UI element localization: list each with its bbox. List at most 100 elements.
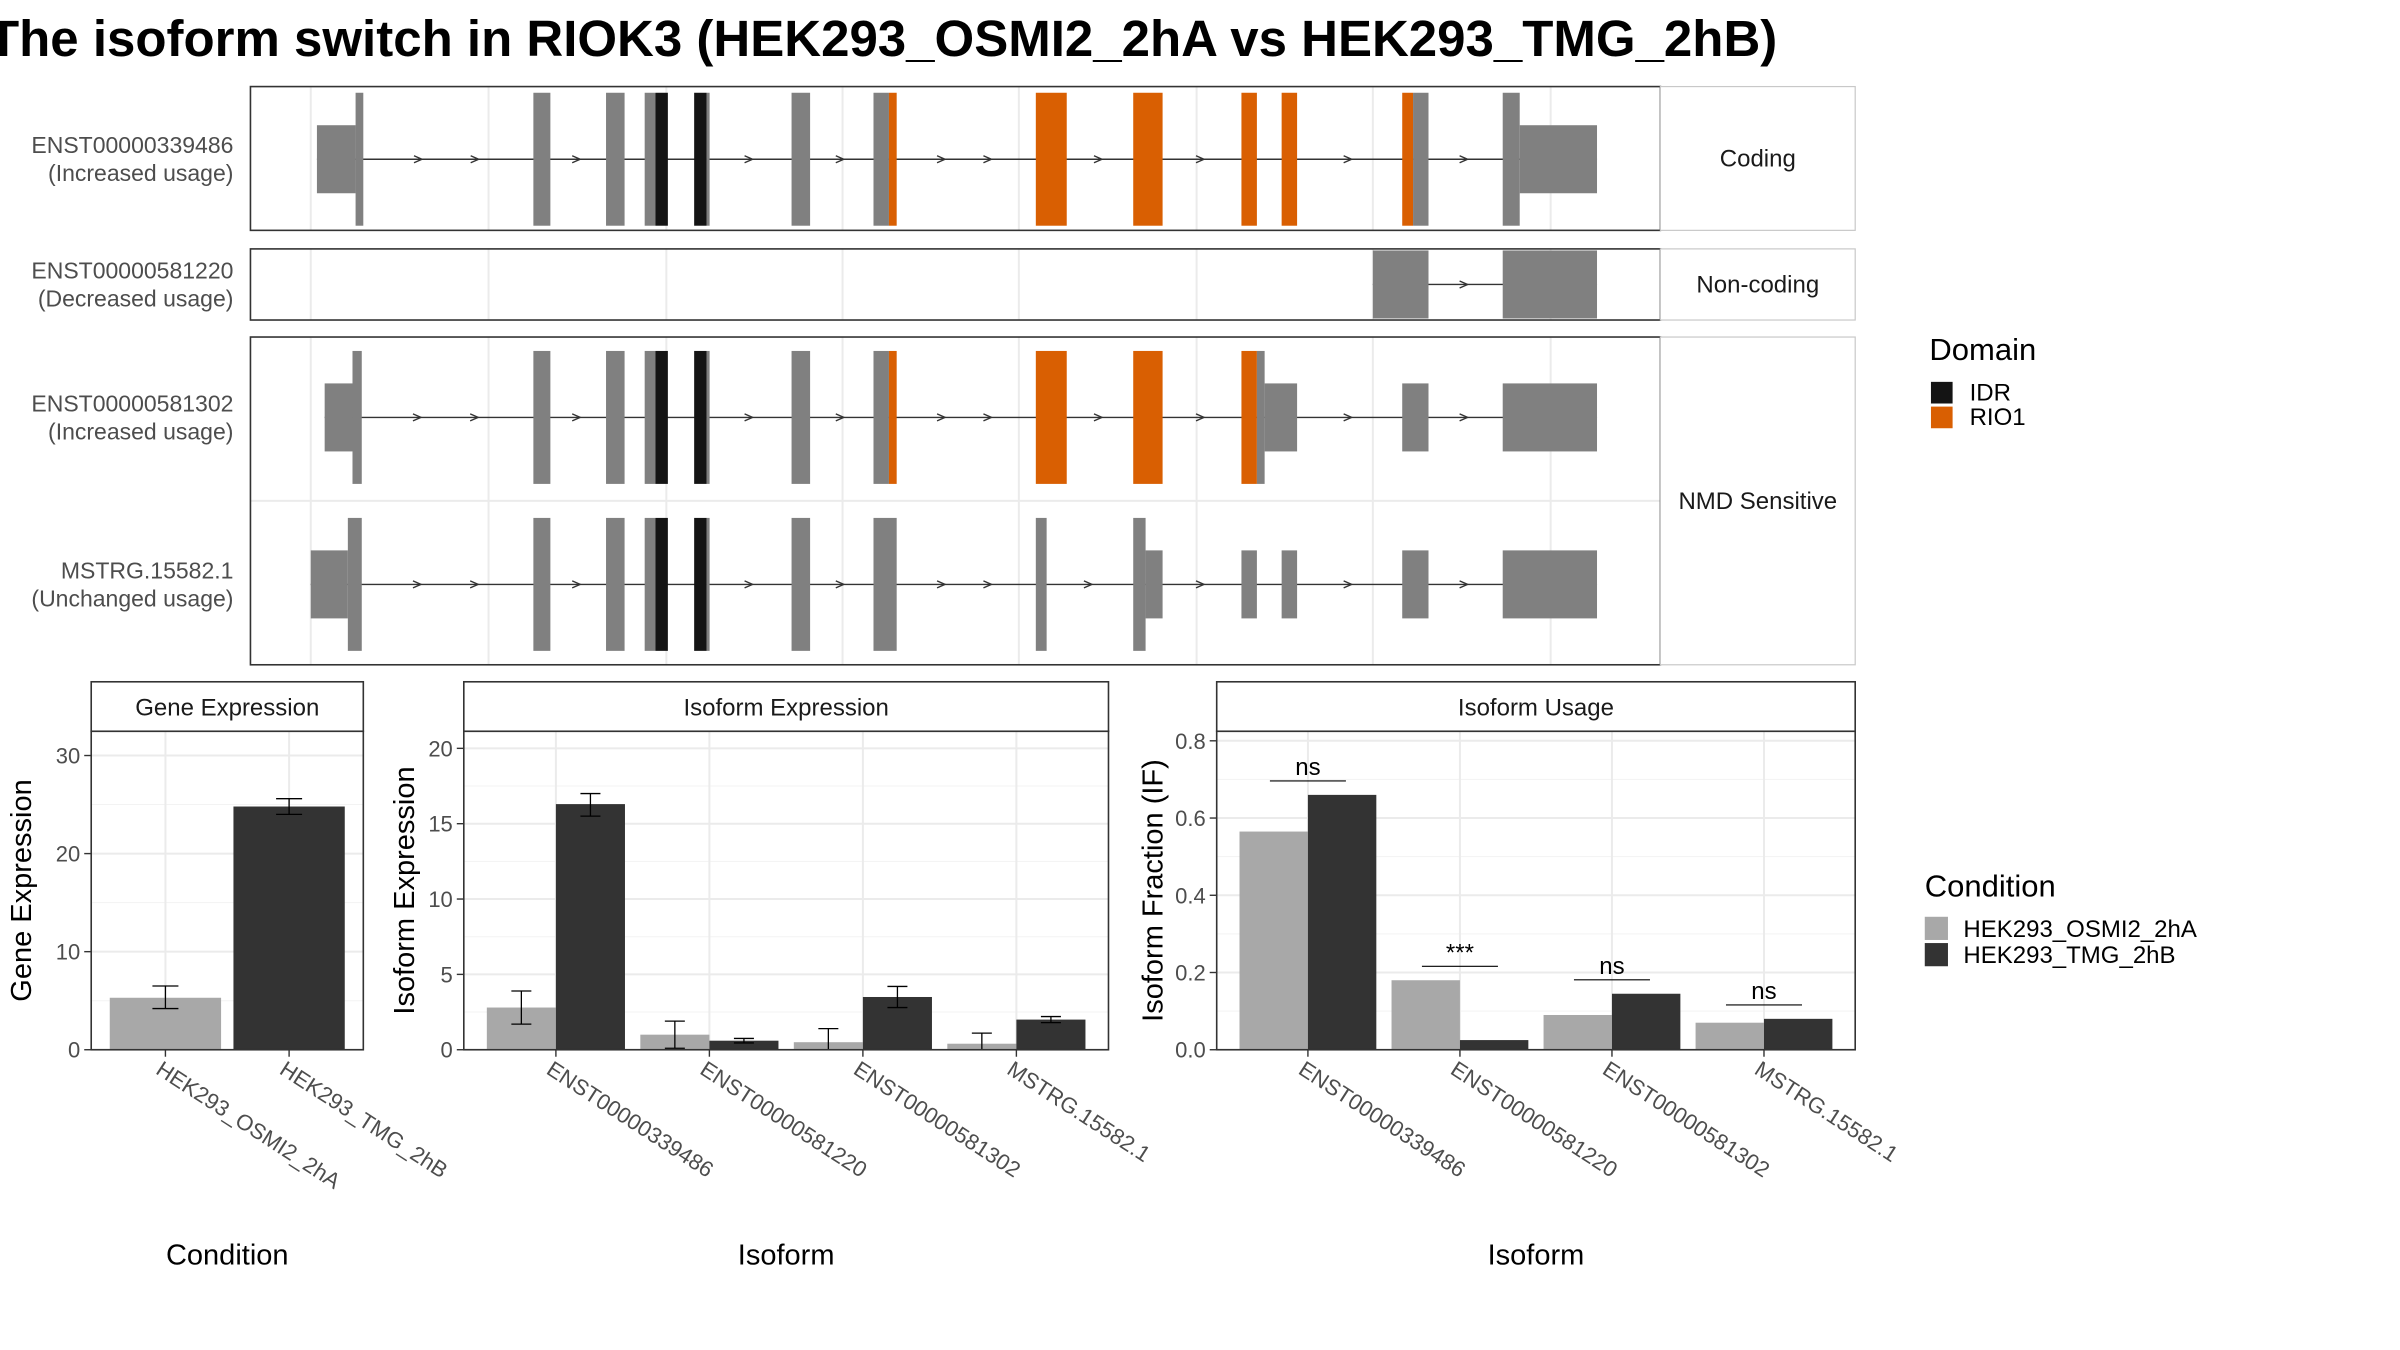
idr-domain bbox=[655, 517, 668, 651]
exon bbox=[1241, 550, 1257, 619]
rio1-domain bbox=[1241, 92, 1257, 226]
facet-strip-label: Coding bbox=[1720, 145, 1796, 172]
chart-strip bbox=[90, 680, 365, 733]
x-tick-label: ENST00000581220 bbox=[696, 1056, 872, 1182]
intron-arrow bbox=[1083, 580, 1094, 589]
intron-arrow bbox=[571, 580, 582, 589]
exon bbox=[1402, 383, 1429, 452]
intron-arrow bbox=[1093, 155, 1104, 164]
facet-strip bbox=[1659, 336, 1856, 666]
y-tick-label: 0.2 bbox=[1175, 961, 1206, 986]
rio1-domain bbox=[888, 350, 897, 484]
exon bbox=[873, 350, 889, 484]
rio1-domain bbox=[1133, 350, 1163, 484]
transcript-structure-panel: ENST00000339486(Increased usage)CodingEN… bbox=[31, 85, 1856, 666]
intron-arrow bbox=[1195, 580, 1206, 589]
intron-arrow bbox=[835, 413, 846, 422]
x-tick-label: ENST00000581220 bbox=[1446, 1056, 1622, 1182]
intron-arrow bbox=[1343, 580, 1354, 589]
legend-title: Domain bbox=[1929, 332, 2036, 367]
x-tick-label: ENST00000339486 bbox=[1294, 1056, 1470, 1182]
chart-panel: ns *** ns ns Isoform Usage 0.0 0.2 0.4 0.6 0.8 ENS… bbox=[1137, 680, 1903, 1272]
intron-arrow bbox=[744, 413, 755, 422]
facet-strip bbox=[1659, 248, 1856, 321]
chart-panel: Gene Expression0102030HEK293_OSMI2_2hAHE… bbox=[6, 680, 452, 1272]
y-tick-label: 0.0 bbox=[1175, 1038, 1206, 1063]
intron-arrow bbox=[1459, 155, 1470, 164]
rio1-domain bbox=[1035, 350, 1067, 484]
y-tick-label: 5 bbox=[441, 962, 453, 987]
transcript-usage-label: (Increased usage) bbox=[48, 160, 233, 186]
rio1-domain bbox=[1241, 350, 1257, 484]
y-tick-label: 0 bbox=[68, 1038, 80, 1063]
structure-facet: ENST00000339486(Increased usage) Coding bbox=[31, 85, 1856, 232]
expression-charts: Gene Expression0102030HEK293_OSMI2_2hAHE… bbox=[6, 680, 1903, 1272]
x-tick-label: MSTRG.15582.1 bbox=[1003, 1056, 1155, 1167]
exon bbox=[644, 92, 656, 226]
exon bbox=[347, 517, 362, 651]
legend-swatch bbox=[1930, 381, 1953, 404]
idr-domain bbox=[655, 92, 668, 226]
exon bbox=[606, 350, 625, 484]
exon bbox=[1402, 550, 1429, 619]
rio1-domain bbox=[1035, 92, 1067, 226]
exon bbox=[1502, 550, 1598, 619]
exon bbox=[1035, 517, 1047, 651]
chart-title: Isoform Expression bbox=[683, 695, 888, 722]
x-tick-label: MSTRG.15582.1 bbox=[1750, 1056, 1902, 1167]
exon bbox=[355, 92, 364, 226]
exon bbox=[1372, 250, 1429, 319]
x-tick-label: ENST00000581302 bbox=[1598, 1056, 1774, 1182]
bar bbox=[1391, 980, 1460, 1050]
y-tick-label: 20 bbox=[428, 736, 452, 761]
chart-title: Isoform Usage bbox=[1458, 695, 1614, 722]
bar bbox=[1695, 1022, 1764, 1050]
y-tick-label: 0 bbox=[441, 1038, 453, 1063]
exon bbox=[644, 517, 656, 651]
transcript-id-label: ENST00000581302 bbox=[31, 390, 233, 416]
bar bbox=[1307, 794, 1377, 1050]
exon bbox=[316, 125, 356, 194]
y-tick-label: 20 bbox=[56, 842, 80, 867]
intron-arrow bbox=[412, 413, 423, 422]
legend-label: HEK293_OSMI2_2hA bbox=[1963, 916, 2196, 943]
y-axis-title: Gene Expression bbox=[6, 779, 38, 1001]
facet-strip bbox=[1659, 85, 1856, 231]
x-axis-title: Isoform bbox=[1488, 1240, 1585, 1272]
y-axis-title: Isoform Fraction (IF) bbox=[1137, 759, 1169, 1022]
exon bbox=[1145, 550, 1163, 619]
idr-domain bbox=[694, 517, 707, 651]
intron-arrow bbox=[1343, 413, 1354, 422]
transcript-id-label: ENST00000581220 bbox=[31, 257, 233, 283]
intron-arrow bbox=[470, 155, 481, 164]
exon bbox=[352, 350, 362, 484]
intron-arrow bbox=[1459, 280, 1470, 289]
idr-domain bbox=[655, 350, 668, 484]
chart-title: Gene Expression bbox=[135, 695, 319, 722]
exon bbox=[791, 517, 811, 651]
y-tick-label: 0.6 bbox=[1175, 806, 1206, 831]
bar bbox=[1459, 1040, 1529, 1050]
y-tick-label: 0.4 bbox=[1175, 883, 1206, 908]
intron-arrow bbox=[835, 155, 846, 164]
intron-arrow bbox=[571, 413, 582, 422]
idr-domain bbox=[694, 350, 707, 484]
rio1-domain bbox=[1281, 92, 1298, 226]
facet-strip-label: NMD Sensitive bbox=[1678, 488, 1837, 515]
exon bbox=[606, 92, 625, 226]
legend-swatch bbox=[1924, 943, 1948, 967]
exon bbox=[1519, 125, 1598, 194]
y-tick-label: 30 bbox=[56, 744, 80, 769]
transcript-row: MSTRG.15582.1(Unchanged usage) bbox=[31, 517, 1598, 651]
exon bbox=[1264, 383, 1298, 452]
intron-arrow bbox=[571, 155, 582, 164]
exon bbox=[1256, 350, 1265, 484]
intron-arrow bbox=[469, 580, 480, 589]
transcript-usage-label: (Increased usage) bbox=[48, 418, 233, 444]
y-tick-label: 15 bbox=[428, 812, 452, 837]
intron-arrow bbox=[744, 155, 755, 164]
intron-arrow bbox=[412, 580, 423, 589]
exon bbox=[533, 517, 551, 651]
